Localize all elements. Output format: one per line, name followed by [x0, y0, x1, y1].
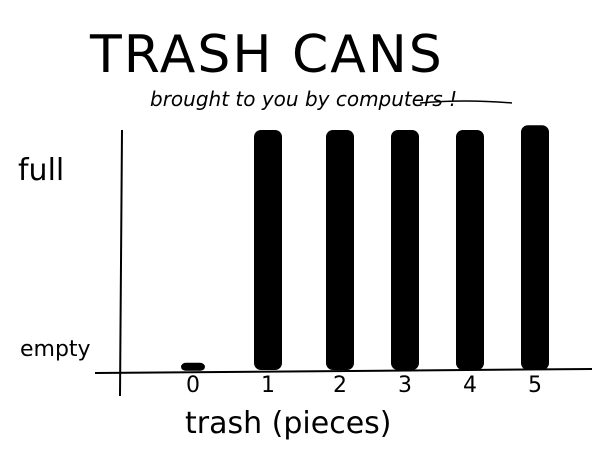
y-tick-label-full: full: [18, 153, 64, 188]
chart-title: TRASH CANS: [89, 25, 444, 85]
x-tick-label-3: 3: [398, 373, 412, 398]
bar-1: [254, 130, 282, 370]
bar-2: [326, 130, 354, 370]
x-tick-label-0: 0: [186, 373, 200, 398]
x-tick-label-4: 4: [463, 373, 477, 398]
chart-subtitle: brought to you by computers !: [150, 87, 457, 111]
x-axis: [94, 368, 593, 374]
x-tick-label-2: 2: [333, 373, 347, 398]
y-tick-label-empty: empty: [20, 337, 91, 362]
bar-3: [391, 130, 419, 370]
subtitle-underline: [419, 100, 513, 104]
x-axis-label: trash (pieces): [185, 406, 391, 441]
bar-0: [181, 362, 205, 371]
x-tick-label-5: 5: [528, 373, 542, 398]
bar-5: [521, 125, 549, 370]
x-tick-label-1: 1: [261, 373, 275, 398]
y-axis: [119, 129, 123, 397]
bar-4: [456, 130, 484, 370]
